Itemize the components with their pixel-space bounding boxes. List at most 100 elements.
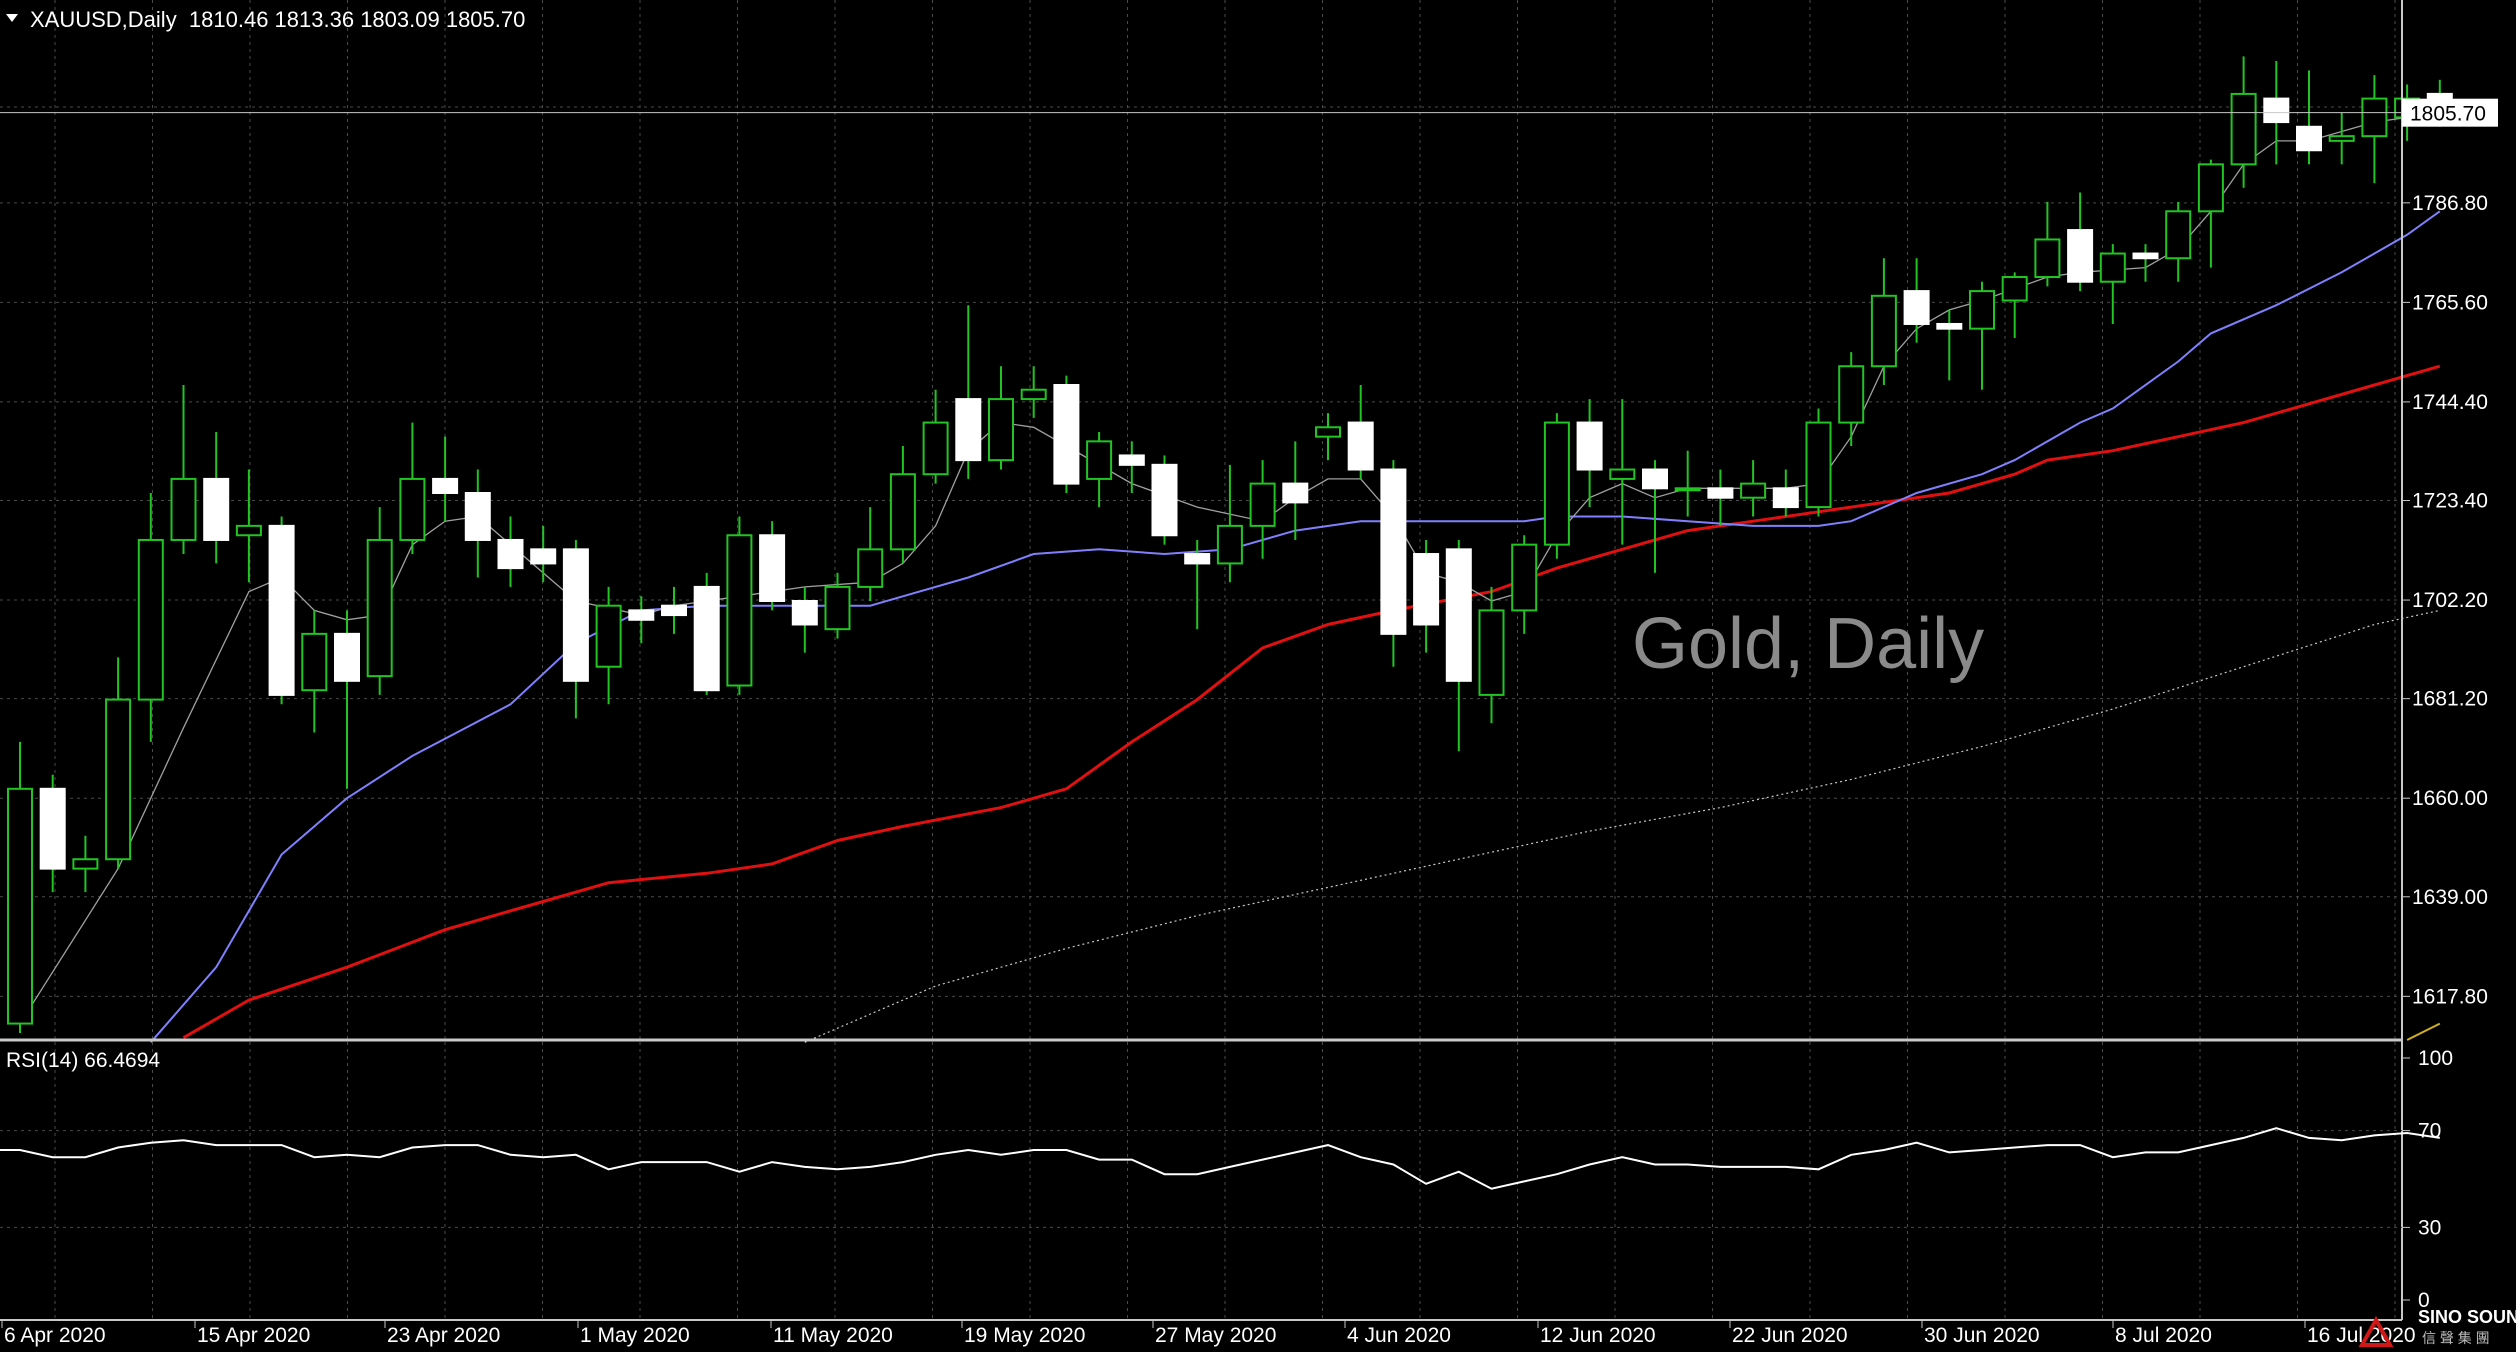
candle-bear [693, 585, 720, 692]
candle-bear [1576, 421, 1603, 471]
candle-bull [1249, 482, 1276, 527]
rsi-path [0, 1127, 2440, 1190]
rsi-tick-label: 100 [2418, 1047, 2453, 1070]
candle-bear [268, 524, 295, 696]
candles [7, 56, 2453, 1033]
candle-bear [1445, 548, 1472, 682]
price-tick-label: 1744.40 [2412, 391, 2488, 414]
candle-bull [1969, 290, 1995, 330]
rsi-line [0, 1127, 2440, 1190]
candle-bear [955, 398, 982, 462]
date-tick-label: 8 Jul 2020 [2115, 1324, 2212, 1347]
date-tick-label: 15 Apr 2020 [197, 1324, 310, 1347]
rsi-label: RSI(14) 66.4694 [6, 1049, 160, 1072]
candle-bull [889, 473, 916, 551]
date-tick-label: 4 Jun 2020 [1347, 1324, 1451, 1347]
candle-bull [105, 698, 132, 861]
yellow-path [2406, 1022, 2441, 1041]
candle-bull [2361, 97, 2388, 138]
candle-bear [203, 477, 230, 541]
collapse-triangle-icon[interactable] [6, 14, 18, 22]
candle-bear [1903, 290, 1930, 325]
candle-bear [39, 787, 66, 870]
candle-bear [628, 609, 655, 621]
candle-bull [1020, 388, 1047, 401]
candle-bear [1380, 468, 1407, 635]
candle-bear [334, 632, 360, 682]
candle-bear [2067, 229, 2094, 283]
candle-bear [432, 477, 459, 495]
sma-200-line [804, 609, 2440, 1043]
candle-bull [7, 787, 33, 1025]
candle-bull [2328, 135, 2355, 142]
candle-bull [988, 398, 1014, 462]
candle-bear [1184, 553, 1211, 565]
candle-bull [824, 585, 851, 631]
candle-bull [2165, 210, 2192, 260]
candle-bear [1282, 482, 1309, 504]
candle-bull [922, 421, 949, 476]
candle-bull [726, 534, 753, 687]
candle-bull [72, 858, 99, 870]
candle-bear [1642, 468, 1668, 490]
candle-bull [1740, 482, 1767, 499]
candle-bull [1838, 365, 1865, 424]
candle-bear [791, 599, 818, 626]
symbol-header: XAUUSD,Daily 1810.46 1813.36 1803.09 180… [30, 7, 525, 32]
candle-bear [1936, 322, 1963, 330]
date-tick-label: 1 May 2020 [580, 1324, 690, 1347]
candle-bull [2001, 276, 2028, 302]
date-tick-label: 19 May 2020 [964, 1324, 1085, 1347]
candle-bear [497, 538, 524, 570]
candle-bull [170, 477, 197, 541]
candle-bear [1053, 384, 1080, 485]
candle-bull [1216, 524, 1243, 565]
candle-bull [1674, 487, 1701, 492]
candle-bull [857, 548, 884, 588]
candle-bull [399, 477, 426, 541]
candle-bear [759, 534, 786, 602]
candle-bull [1543, 421, 1570, 546]
candle-bear [2296, 125, 2322, 152]
date-tick-label: 11 May 2020 [773, 1324, 893, 1347]
watermark-title: Gold, Daily [1632, 604, 1984, 684]
candle-bear [1118, 454, 1145, 466]
yellow-line [2406, 1022, 2441, 1041]
candle-bear [464, 492, 491, 541]
date-tick-label: 23 Apr 2020 [387, 1324, 500, 1347]
rsi-tick-label: 0 [2418, 1289, 2430, 1312]
candle-bear [2132, 252, 2159, 260]
candle-bull [595, 604, 622, 668]
price-tick-label: 1617.80 [2412, 985, 2488, 1008]
candle-bull [301, 632, 328, 692]
rsi-grid [0, 1042, 2402, 1320]
candle-bear [530, 548, 557, 565]
candle-bull [1805, 421, 1832, 509]
price-tick-label: 1681.20 [2412, 688, 2488, 711]
price-tick-label: 1660.00 [2412, 787, 2488, 810]
candle-bear [1347, 421, 1374, 471]
candle-bull [2197, 163, 2224, 213]
price-tick-label: 1702.20 [2412, 589, 2488, 612]
candle-bull [1086, 440, 1113, 480]
logo-text: SINO SOUND [2418, 1307, 2516, 1327]
date-axis: 6 Apr 2020 15 Apr 2020 23 Apr 2020 1 May 20… [1, 1320, 2416, 1347]
logo-triangle-icon [2358, 1315, 2394, 1347]
price-tick-label: 1639.00 [2412, 886, 2488, 909]
current-price-label: 1805.70 [2410, 103, 2486, 126]
rsi-tick-label: 70 [2418, 1120, 2441, 1143]
rsi-tick-label: 30 [2418, 1216, 2441, 1239]
date-tick-label: 6 Apr 2020 [4, 1324, 106, 1347]
candle-bear [661, 604, 687, 617]
candle-bull [1478, 609, 1505, 696]
candle-bull [1870, 294, 1897, 368]
candle-bear [1151, 463, 1178, 537]
price-tick-label: 1786.80 [2412, 192, 2488, 215]
candle-bear [562, 548, 589, 682]
candle-bull [1315, 426, 1341, 438]
candle-bull [1511, 543, 1538, 612]
candle-bull [137, 538, 164, 701]
logo-subtext: 信 聲 集 團 [2422, 1330, 2490, 1346]
sma-200-path [804, 609, 2440, 1043]
